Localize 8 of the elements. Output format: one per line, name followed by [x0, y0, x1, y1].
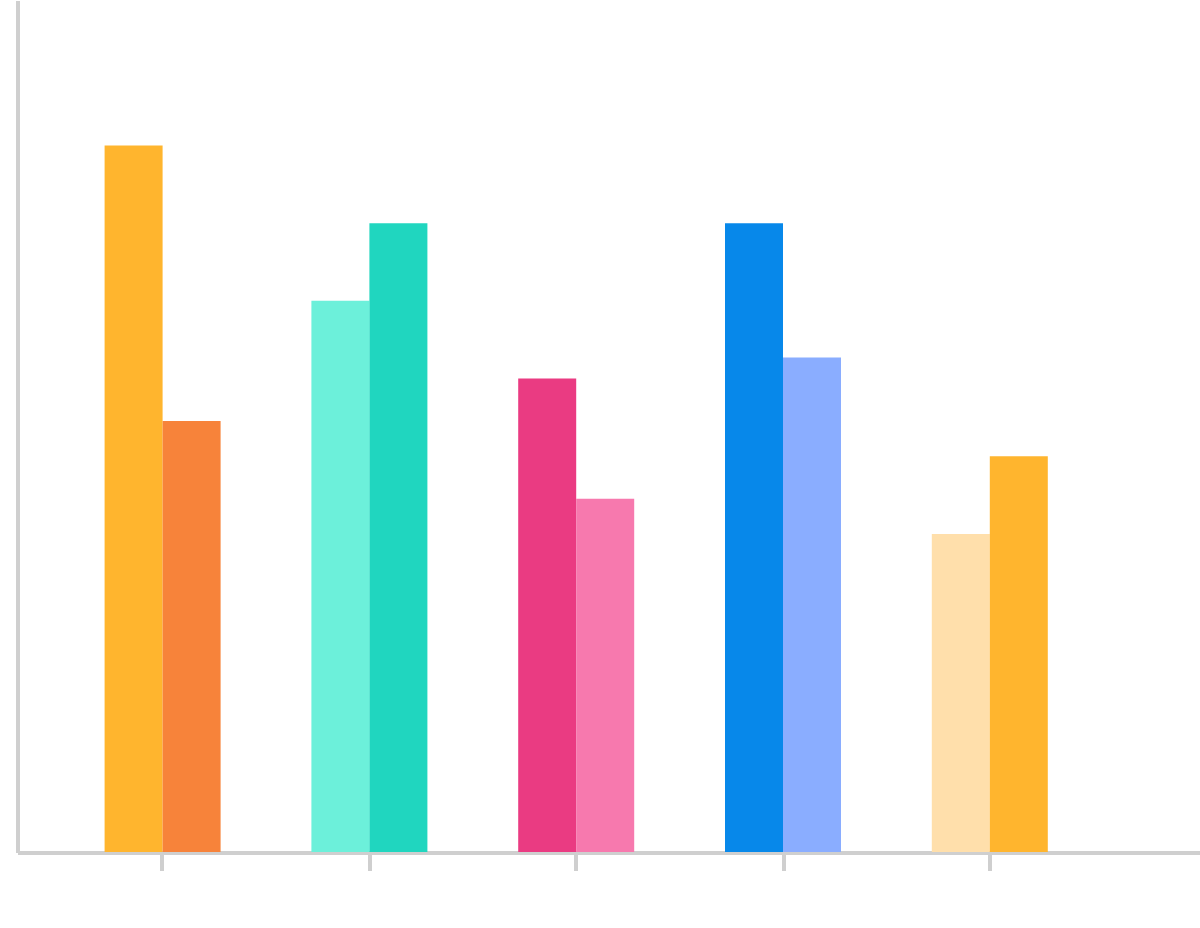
bar: [311, 300, 370, 852]
bar: [369, 223, 428, 852]
bar: [576, 498, 635, 852]
bar: [725, 223, 783, 852]
bar: [931, 534, 990, 852]
bar: [518, 378, 577, 852]
bar: [783, 357, 841, 852]
bar: [162, 420, 221, 852]
